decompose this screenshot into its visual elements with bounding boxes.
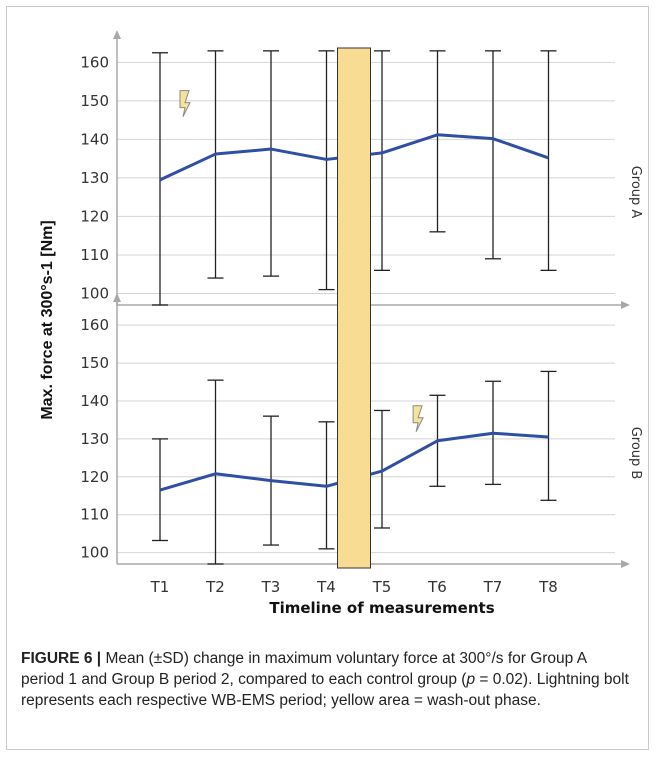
y-axis-arrow [113,293,121,302]
x-axis-arrow [621,301,630,309]
x-tick-label: T5 [372,578,392,596]
caption-text-2: = 0.02). Lightning bolt represents each … [21,671,629,709]
x-axis-arrow [621,560,630,568]
caption-figure-label: FIGURE 6 | [21,650,102,667]
y-axis-label: Max. force at 300°s-1 [Nm] [39,220,56,419]
washout-rect [337,47,371,569]
figure-panel: 100 110 120 130 140 150 160 Group A 100 110 120 13… [6,6,649,750]
x-tick-label: T1 [150,578,170,596]
y-tick-label: 110 [80,506,109,524]
x-tick-label: T8 [538,578,558,596]
y-tick-label: 140 [80,130,109,148]
y-tick-label: 100 [80,284,109,302]
lightning-bolt [179,90,191,117]
y-tick-label: 150 [80,92,109,110]
caption-p-symbol: p [466,671,476,688]
y-tick-label: 140 [80,392,109,410]
chart: 100 110 120 130 140 150 160 Group A 100 110 120 13… [39,30,643,617]
y-tick-label: 100 [80,544,109,562]
figure-caption: FIGURE 6 | Mean (±SD) change in maximum … [21,648,633,711]
x-tick-label: T3 [261,578,281,596]
caption-text-1: Mean (±SD) change in maximum voluntary f… [21,650,587,688]
washout-band [337,47,371,569]
y-tick-label: 120 [80,468,109,486]
x-tick-label: T2 [205,578,225,596]
group-label: Group A [628,166,643,219]
lightning-bolt [412,405,424,432]
y-tick-label: 160 [80,53,109,71]
y-tick-label: 160 [80,316,109,334]
y-axis-arrow [113,30,121,39]
y-tick-label: 120 [80,207,109,225]
x-tick-label: T6 [427,578,447,596]
y-tick-label: 130 [80,430,109,448]
y-tick-label: 150 [80,354,109,372]
x-tick-label: T7 [483,578,503,596]
y-tick-label: 130 [80,169,109,187]
x-axis-label: Timeline of measurements [269,599,494,617]
y-tick-label: 110 [80,246,109,264]
group-label: Group B [628,427,643,480]
x-tick-label: T4 [316,578,336,596]
